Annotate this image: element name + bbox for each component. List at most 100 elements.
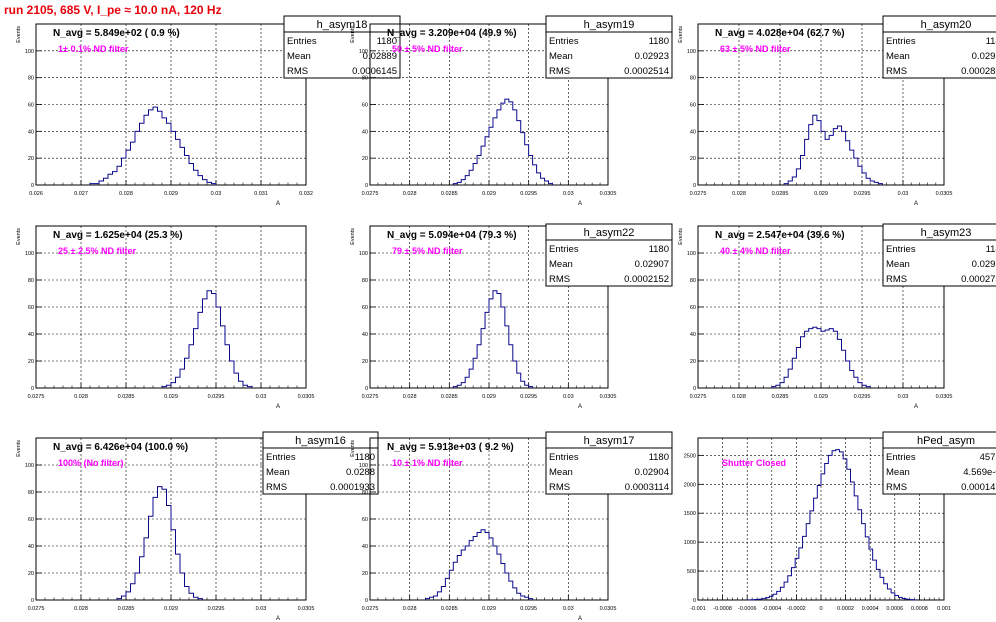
y-tick-label: 0	[31, 598, 34, 604]
histogram-series	[425, 529, 534, 600]
histogram-name: h_asym20	[921, 19, 972, 31]
x-tick-label: 0.03	[563, 606, 574, 612]
stats-label: Entries	[886, 452, 916, 463]
stats-value: 0.0288	[346, 467, 375, 478]
histogram-panel-h_asym18: 0.026 0.027 0.028 0.029 0.03 0.031 0.032 0 20 40 6…	[16, 15, 401, 207]
stats-label: RMS	[886, 66, 907, 77]
navg-label: N_avg = 2.547e+04 (39.6 %)	[715, 230, 845, 241]
x-tick-label: 0.029	[164, 606, 178, 612]
y-tick-label: 100	[687, 251, 696, 257]
y-tick-label: 0	[693, 183, 696, 189]
x-tick-label: 0.0285	[772, 394, 789, 400]
x-tick-label: 0.029	[482, 191, 496, 197]
stats-value: 4.569e-06	[963, 467, 996, 478]
histogram-series	[161, 290, 253, 388]
x-tick-label: 0.0285	[118, 606, 135, 612]
stats-label: Mean	[549, 259, 573, 270]
stats-label: RMS	[287, 66, 308, 77]
stats-label: RMS	[549, 274, 570, 285]
x-tick-label: 0.028	[732, 394, 746, 400]
x-tick-label: 0.0275	[28, 606, 45, 612]
x-tick-label: 0.0008	[911, 606, 928, 612]
y-tick-label: 80	[690, 76, 696, 82]
x-tick-label: 0.0275	[28, 394, 45, 400]
y-tick-label: 40	[28, 544, 34, 550]
x-tick-label: 0.03	[256, 394, 267, 400]
x-tick-label: 0.0305	[936, 191, 953, 197]
filter-annotation: 79 ± 5% ND filter	[392, 246, 463, 256]
x-tick-label: 0.0285	[441, 394, 458, 400]
stats-box	[283, 15, 401, 79]
y-tick-label: 80	[690, 278, 696, 284]
y-tick-label: 60	[362, 305, 368, 311]
stats-value: 0.0002829	[961, 66, 996, 77]
filter-annotation: 25 ± 2.5% ND filter	[58, 246, 136, 256]
x-tick-label: 0.03	[898, 191, 909, 197]
stats-box	[882, 223, 996, 287]
y-tick-label: 20	[28, 359, 34, 365]
y-tick-label: 20	[362, 571, 368, 577]
stats-value: 1180	[649, 244, 669, 255]
y-axis-title: Events	[678, 228, 684, 245]
x-tick-label: 0.0305	[600, 394, 617, 400]
y-tick-label: 40	[362, 129, 368, 135]
x-tick-label: 0.03	[898, 394, 909, 400]
stats-label: Mean	[266, 467, 290, 478]
histogram-series	[783, 114, 883, 185]
navg-label: N_avg = 4.028e+04 (62.7 %)	[715, 28, 845, 39]
y-tick-label: 100	[25, 251, 34, 257]
x-tick-label: 0.0006	[886, 606, 903, 612]
navg-label: N_avg = 3.209e+04 (49.9 %)	[387, 28, 517, 39]
y-tick-label: 100	[25, 49, 34, 55]
histogram-name: h_asym23	[921, 227, 972, 239]
x-axis-title: A	[276, 201, 280, 207]
x-axis-title: A	[578, 404, 582, 410]
x-tick-label: 0.0275	[362, 606, 379, 612]
y-tick-label: 0	[693, 386, 696, 392]
x-axis-title: A	[914, 201, 918, 207]
x-tick-label: 0.028	[74, 606, 88, 612]
y-axis-title: Events	[350, 440, 356, 457]
filter-annotation: 10 ± 1% ND filter	[392, 458, 463, 468]
x-tick-label: 0.028	[119, 191, 133, 197]
y-tick-label: 0	[365, 598, 368, 604]
stats-label: RMS	[549, 66, 570, 77]
stats-label: Mean	[886, 467, 910, 478]
stats-value: 1180	[649, 452, 669, 463]
filter-annotation: 40 ± 4% ND filter	[720, 246, 791, 256]
x-axis-title: A	[578, 201, 582, 207]
y-tick-label: 20	[690, 359, 696, 365]
filter-annotation: 50 ± 5% ND filter	[392, 44, 463, 54]
stats-value: 0.0001475	[961, 482, 996, 493]
x-tick-label: 0.028	[74, 394, 88, 400]
y-tick-label: 60	[690, 103, 696, 109]
y-tick-label: 40	[690, 332, 696, 338]
page-title: run 2105, 685 V, I_pe ≈ 10.0 nA, 120 Hz	[4, 3, 222, 17]
histogram-panel-h_asym20: 0.0275 0.028 0.0285 0.029 0.0295 0.03 0.0305 0 2…	[678, 15, 996, 207]
x-tick-label: 0.0275	[690, 191, 707, 197]
histogram-panel-h_asym16: 0.0275 0.028 0.0285 0.029 0.0295 0.03 0.0305 0 2…	[16, 431, 379, 622]
x-tick-label: -0.0008	[713, 606, 732, 612]
x-tick-label: 0.0295	[520, 191, 537, 197]
stats-label: Entries	[549, 244, 579, 255]
x-tick-label: 0.029	[164, 394, 178, 400]
histogram-panel-h_asym19: 0.0275 0.028 0.0285 0.029 0.0295 0.03 0.0305 0 2…	[350, 15, 673, 207]
x-tick-label: 0.0295	[854, 191, 871, 197]
histogram-name: h_asym18	[317, 19, 368, 31]
histogram-series	[452, 98, 553, 185]
x-tick-label: 0.03	[256, 606, 267, 612]
x-tick-label: 0.028	[403, 394, 417, 400]
stats-value: 1180	[355, 452, 375, 463]
x-tick-label: -0.001	[690, 606, 706, 612]
filter-annotation: 63 ± 5% ND filter	[720, 44, 791, 54]
histogram-name: h_asym22	[584, 227, 635, 239]
stats-value: 1180	[986, 36, 996, 47]
x-tick-label: 0.029	[482, 394, 496, 400]
y-axis-title: Events	[16, 26, 22, 43]
x-tick-label: 0.0305	[298, 606, 315, 612]
x-tick-label: 0.0305	[600, 191, 617, 197]
histogram-panel-h_asym23: 0.0275 0.028 0.0285 0.029 0.0295 0.03 0.0305 0 2…	[678, 223, 996, 410]
stats-value: 45728	[980, 452, 996, 463]
x-tick-label: 0.029	[164, 191, 178, 197]
